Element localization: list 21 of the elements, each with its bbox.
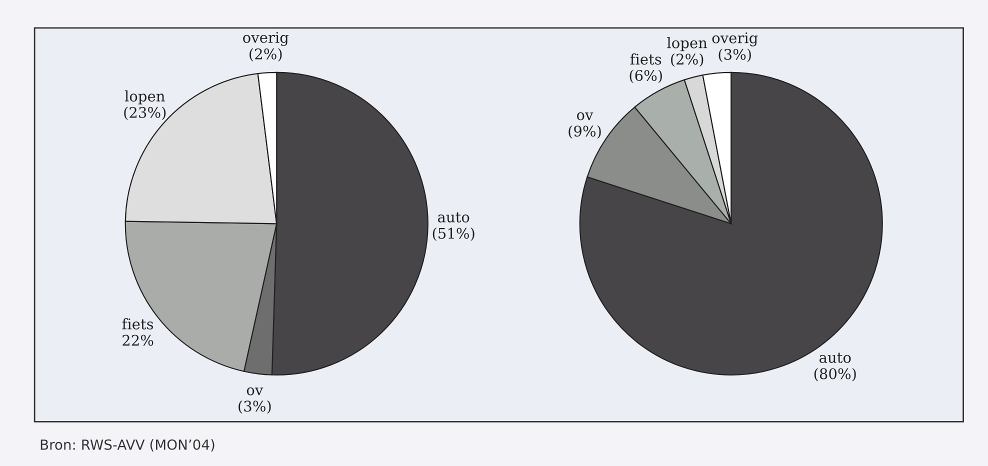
data-label: (9%) xyxy=(568,125,601,139)
slice-label: overig xyxy=(712,32,758,46)
slice-label: lopen xyxy=(124,90,165,104)
data-label: (3%) xyxy=(238,400,271,414)
slice-label: fiets xyxy=(122,318,154,330)
data-label: (51%) xyxy=(432,228,474,241)
slice-label: fiets xyxy=(630,53,662,65)
data-label: (23%) xyxy=(124,106,166,120)
slice-label: ov xyxy=(246,387,264,396)
data-label: 22% xyxy=(122,334,154,346)
data-label: (2%) xyxy=(250,48,282,62)
slice-label: ov xyxy=(576,112,594,120)
slice-label: auto xyxy=(820,352,851,363)
slice-label: auto xyxy=(438,212,470,222)
text: Bron: RWS-AVV (MON’04) xyxy=(40,439,214,452)
slice-label: overig xyxy=(243,32,289,46)
data-label: (3%) xyxy=(718,48,751,62)
data-label: (2%) xyxy=(671,53,704,67)
data-label: (6%) xyxy=(630,70,662,84)
data-label: (80%) xyxy=(814,368,856,382)
slice-label: lopen xyxy=(667,37,708,52)
